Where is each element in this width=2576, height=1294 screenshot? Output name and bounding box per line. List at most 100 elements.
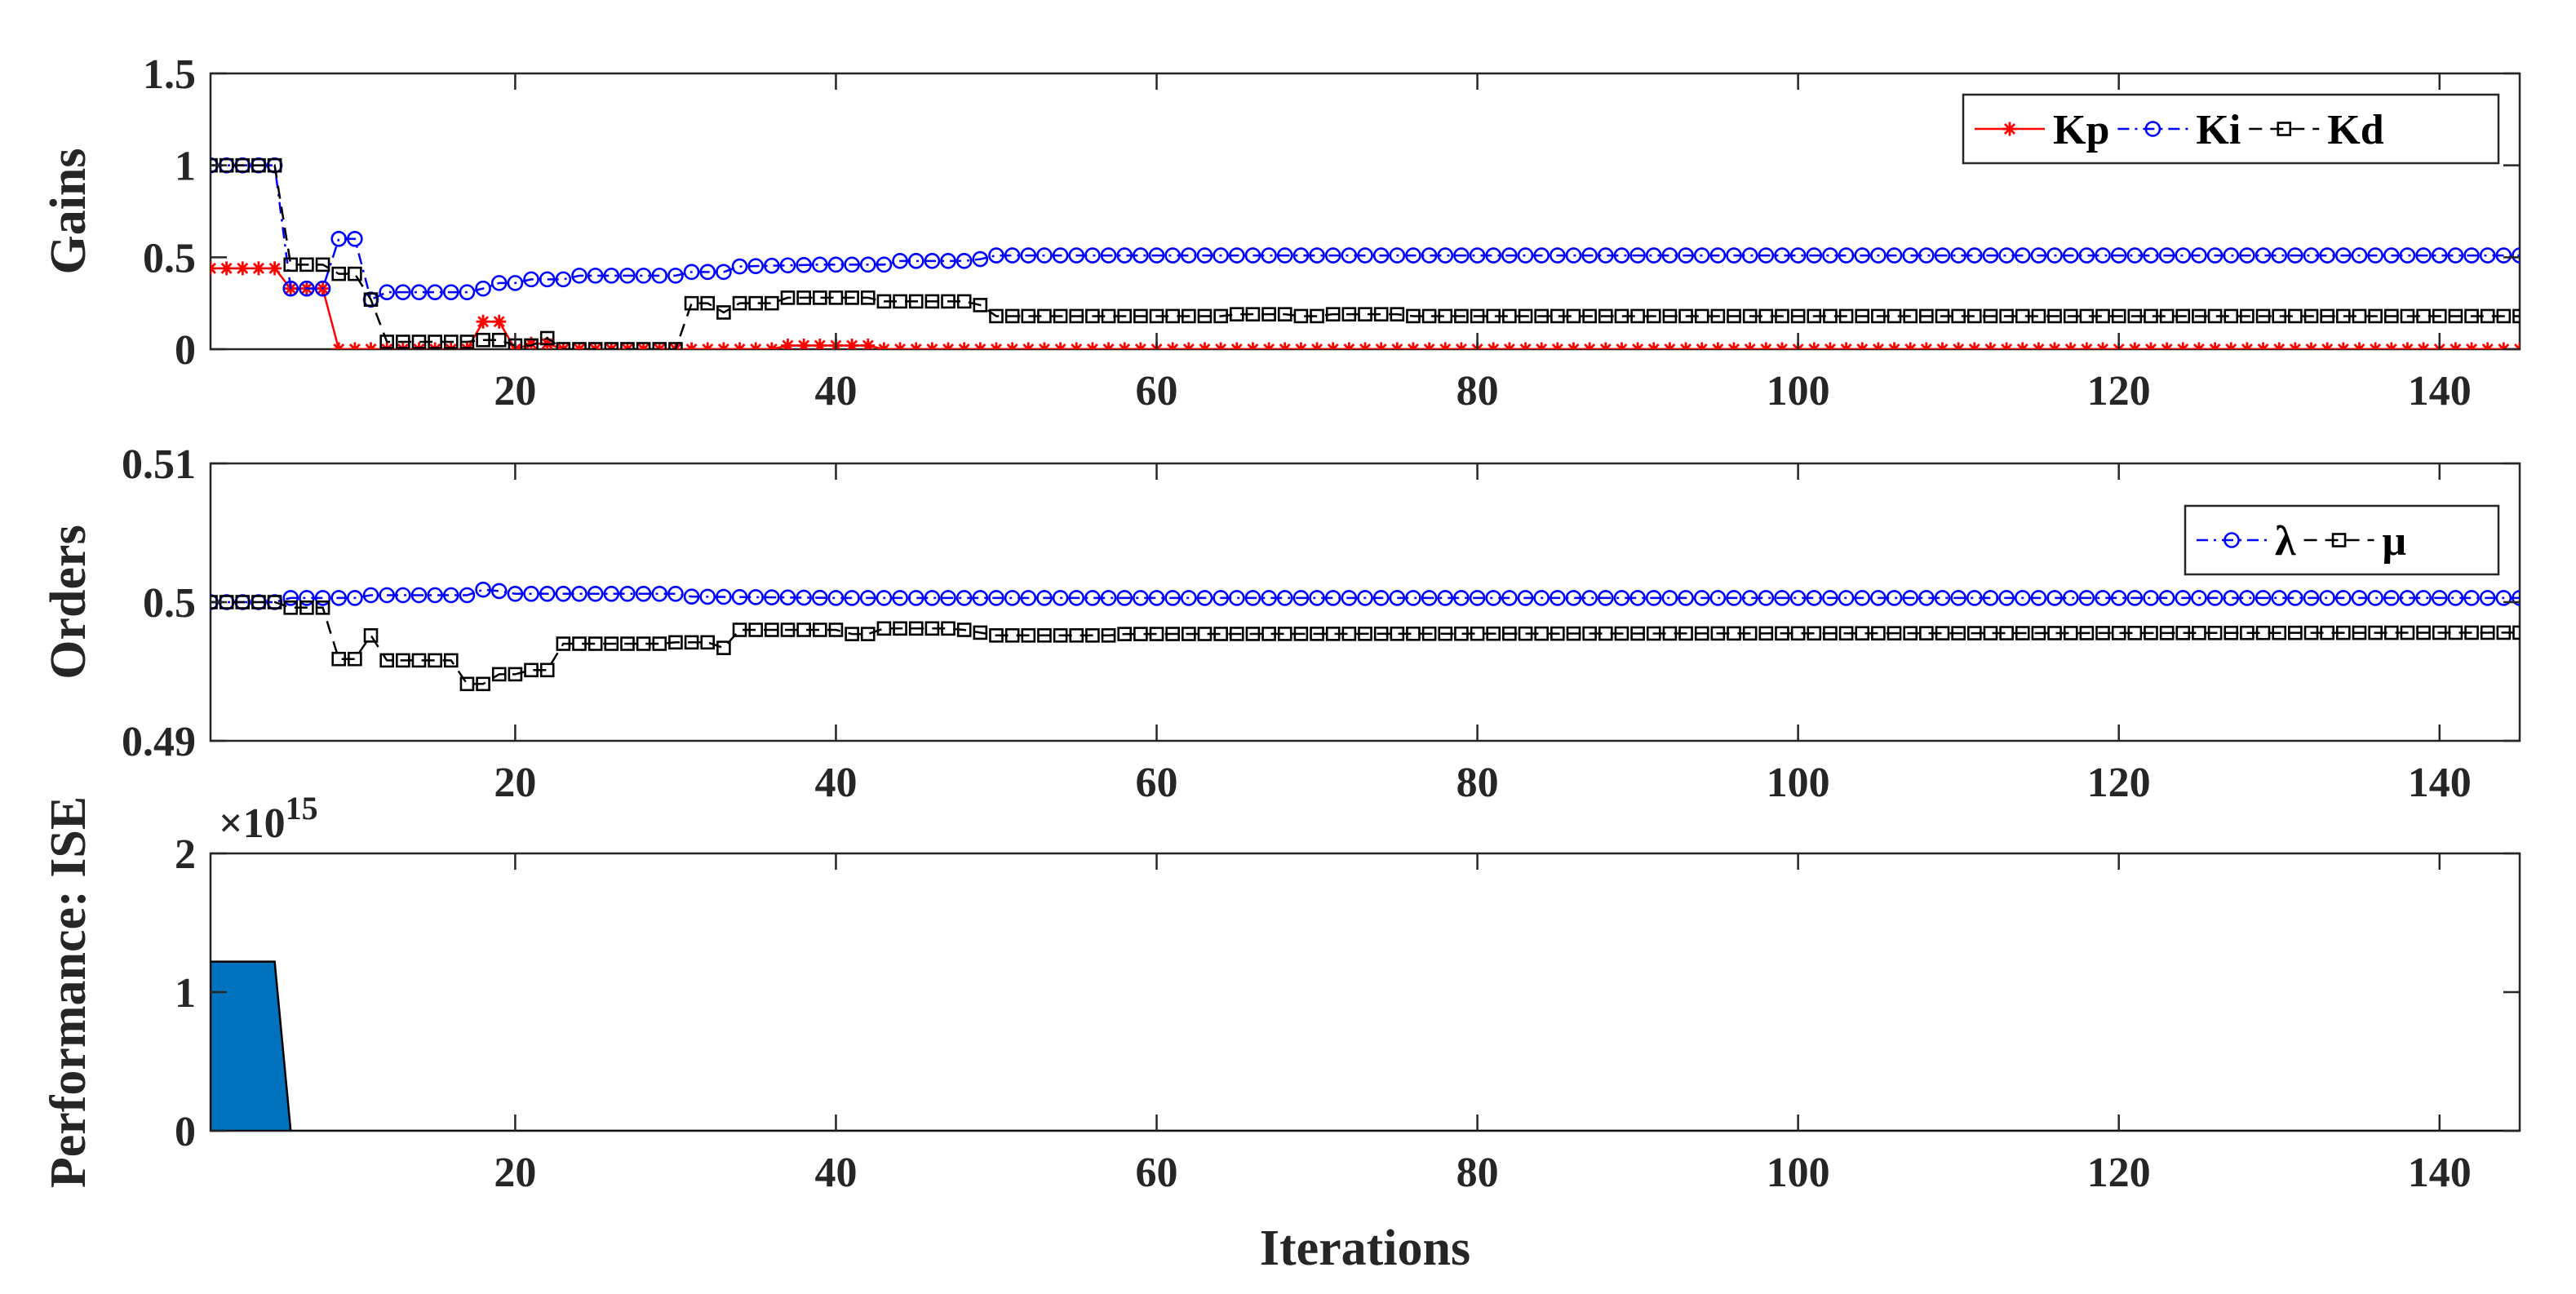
data-point	[1743, 342, 1758, 349]
data-point	[2400, 308, 2415, 324]
data-point	[955, 253, 973, 269]
data-point	[2206, 247, 2224, 264]
data-point	[523, 585, 539, 602]
data-point	[251, 595, 266, 609]
data-point	[1310, 342, 1324, 349]
data-point	[1550, 308, 1565, 324]
data-point	[1084, 590, 1101, 606]
legend-label: Ki	[2196, 107, 2241, 153]
data-point	[716, 640, 731, 655]
data-point	[1517, 590, 1534, 606]
data-point	[539, 271, 556, 288]
data-point	[1935, 342, 1949, 349]
data-point	[668, 342, 683, 349]
data-point	[411, 342, 426, 349]
data-point	[1886, 590, 1903, 606]
data-point	[1278, 342, 1292, 349]
data-point	[1293, 308, 1309, 324]
data-point	[1084, 247, 1101, 264]
data-point	[973, 342, 987, 349]
data-point	[1341, 342, 1356, 349]
data-point	[2368, 308, 2383, 324]
data-point	[1405, 590, 1421, 606]
data-point	[1582, 342, 1597, 349]
data-point	[941, 294, 955, 309]
data-point	[556, 636, 571, 651]
data-point	[1117, 627, 1133, 641]
x-tick-label: 140	[2408, 760, 2472, 806]
data-point	[1871, 342, 1886, 349]
data-point	[1373, 626, 1389, 641]
data-point	[476, 332, 490, 348]
series-2	[211, 157, 2520, 308]
data-point	[2175, 308, 2191, 324]
data-point	[443, 335, 459, 349]
data-point	[2479, 590, 2496, 606]
legend: Kp Ki Kd	[1962, 93, 2500, 165]
data-point	[283, 257, 299, 273]
data-point	[1325, 627, 1341, 641]
data-point	[2078, 247, 2095, 264]
data-point	[396, 342, 410, 349]
data-point	[747, 258, 764, 274]
data-point	[1822, 247, 1838, 264]
data-point	[459, 342, 474, 349]
data-point	[1693, 590, 1710, 606]
data-point	[410, 284, 428, 300]
data-point	[1854, 247, 1871, 264]
y-tick-label: 1.5	[143, 51, 196, 98]
data-point	[1758, 308, 1774, 324]
data-point	[924, 590, 941, 606]
data-point	[1197, 627, 1213, 641]
data-point	[2255, 625, 2271, 640]
data-point	[1228, 247, 1245, 264]
data-point	[2447, 590, 2464, 606]
data-point	[1629, 247, 1646, 264]
data-point	[2383, 590, 2400, 606]
data-point	[314, 280, 331, 297]
data-point	[1789, 247, 1807, 264]
data-point	[1838, 590, 1855, 606]
data-point	[828, 623, 844, 637]
data-point	[508, 667, 523, 682]
data-point	[1566, 626, 1581, 641]
data-point	[2062, 590, 2079, 606]
data-point	[475, 280, 491, 297]
data-point	[556, 342, 571, 349]
data-point	[1854, 590, 1871, 606]
legend-marker	[2331, 533, 2347, 547]
data-point	[2272, 625, 2287, 640]
data-point	[1148, 247, 1165, 264]
data-point	[396, 335, 410, 349]
data-point	[860, 290, 876, 305]
data-point	[2175, 590, 2192, 606]
data-point	[1951, 342, 1966, 349]
data-point	[1310, 627, 1324, 641]
data-point	[1807, 626, 1822, 641]
data-point	[812, 589, 828, 606]
y-tick-label: 0.51	[122, 441, 196, 488]
data-point	[2368, 625, 2383, 640]
data-point	[587, 636, 603, 651]
data-point	[732, 295, 747, 311]
data-point	[379, 284, 395, 300]
x-tick-label: 100	[1767, 368, 1830, 414]
axes-frame	[209, 852, 2521, 1132]
data-point	[2303, 247, 2320, 264]
data-point	[845, 627, 859, 641]
data-point	[2447, 247, 2464, 264]
data-point	[1261, 627, 1276, 641]
x-tick-label: 60	[1136, 368, 1178, 414]
data-point	[1967, 308, 1982, 324]
legend-box	[1962, 93, 2500, 165]
data-point	[1182, 342, 1196, 349]
data-point	[1566, 308, 1581, 324]
data-point	[2158, 247, 2175, 264]
data-point	[1117, 342, 1132, 349]
data-point	[1085, 342, 1100, 349]
data-point	[1276, 590, 1293, 606]
data-point	[459, 335, 475, 349]
data-point	[507, 585, 524, 602]
y-tick-label: 1	[175, 970, 196, 1017]
